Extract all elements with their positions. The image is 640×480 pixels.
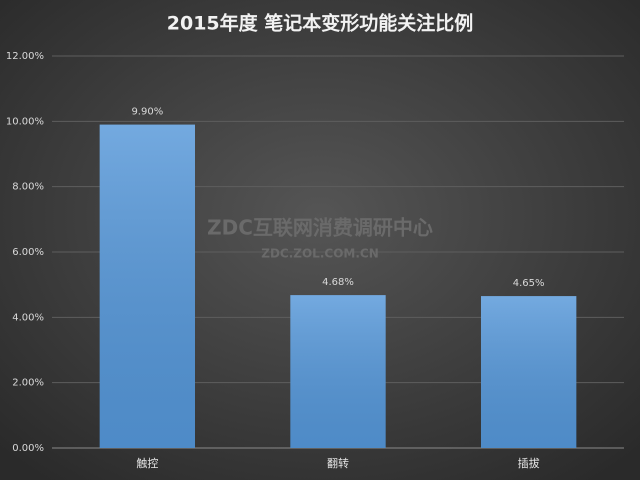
x-tick-label: 插拔 bbox=[518, 456, 540, 470]
bar-shade bbox=[290, 295, 386, 448]
y-tick-label: 10.00% bbox=[6, 116, 44, 127]
x-tick-label: 翻转 bbox=[327, 456, 349, 470]
watermark: ZDC互联网消费调研中心 bbox=[207, 216, 433, 240]
y-tick-label: 2.00% bbox=[12, 378, 44, 389]
watermark: ZDC.ZOL.COM.CN bbox=[261, 247, 379, 261]
y-tick-label: 6.00% bbox=[12, 247, 44, 258]
bar-shade bbox=[481, 296, 577, 448]
y-tick-label: 12.00% bbox=[6, 51, 44, 62]
chart-title: 2015年度 笔记本变形功能关注比例 bbox=[167, 12, 474, 35]
x-tick-label: 触控 bbox=[136, 456, 158, 470]
value-label: 4.65% bbox=[513, 278, 545, 289]
y-tick-label: 8.00% bbox=[12, 182, 44, 193]
value-label: 9.90% bbox=[131, 107, 163, 118]
value-label: 4.68% bbox=[322, 277, 354, 288]
bar-shade bbox=[99, 124, 195, 448]
bars: 触控 9.90% 翻转 4.68% 插拔 4.65% bbox=[99, 107, 577, 470]
y-tick-label: 4.00% bbox=[12, 312, 44, 323]
y-tick-label: 0.00% bbox=[12, 443, 44, 454]
